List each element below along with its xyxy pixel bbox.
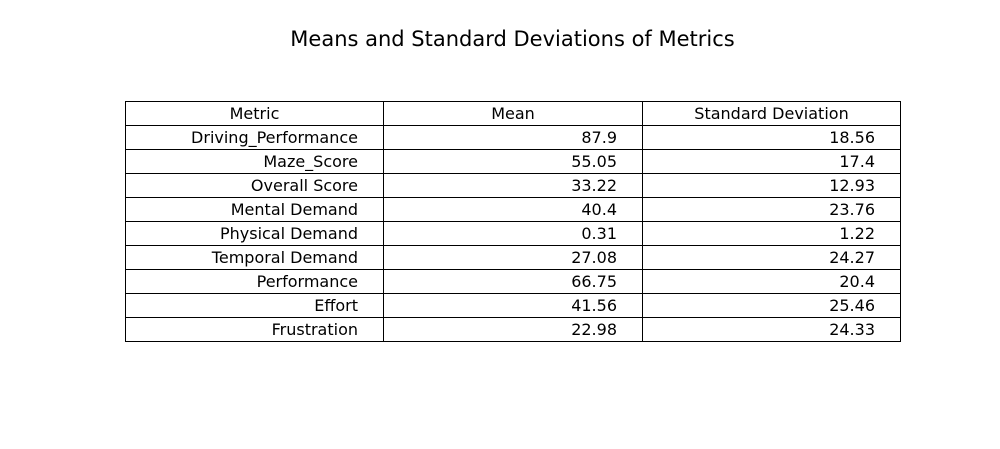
table-row: Maze_Score 55.05 17.4 xyxy=(125,149,901,174)
mean-cell: 55.05 xyxy=(383,149,643,174)
mean-cell: 66.75 xyxy=(383,269,643,294)
table-row: Overall Score 33.22 12.93 xyxy=(125,173,901,198)
mean-cell: 27.08 xyxy=(383,245,643,270)
table-row: Physical Demand 0.31 1.22 xyxy=(125,221,901,246)
mean-cell: 0.31 xyxy=(383,221,643,246)
column-header-mean: Mean xyxy=(383,101,643,126)
table-row: Frustration 22.98 24.33 xyxy=(125,317,901,342)
table-header-row: Metric Mean Standard Deviation xyxy=(125,101,901,126)
standard-deviation-cell: 17.4 xyxy=(642,149,901,174)
standard-deviation-cell: 25.46 xyxy=(642,293,901,318)
table-body: Driving_Performance 87.9 18.56 Maze_Score 55… xyxy=(125,125,901,342)
metric-cell: Effort xyxy=(125,293,384,318)
standard-deviation-cell: 24.27 xyxy=(642,245,901,270)
column-header-standard-deviation: Standard Deviation xyxy=(642,101,901,126)
mean-cell: 41.56 xyxy=(383,293,643,318)
mean-cell: 87.9 xyxy=(383,125,643,150)
mean-cell: 40.4 xyxy=(383,197,643,222)
standard-deviation-cell: 23.76 xyxy=(642,197,901,222)
metric-cell: Physical Demand xyxy=(125,221,384,246)
standard-deviation-cell: 12.93 xyxy=(642,173,901,198)
mean-cell: 33.22 xyxy=(383,173,643,198)
standard-deviation-cell: 18.56 xyxy=(642,125,901,150)
table-row: Driving_Performance 87.9 18.56 xyxy=(125,125,901,150)
metric-cell: Frustration xyxy=(125,317,384,342)
metrics-table: Metric Mean Standard Deviation Driving_P… xyxy=(125,101,901,342)
table-row: Mental Demand 40.4 23.76 xyxy=(125,197,901,222)
column-header-metric: Metric xyxy=(125,101,384,126)
table-row: Temporal Demand 27.08 24.27 xyxy=(125,245,901,270)
metric-cell: Driving_Performance xyxy=(125,125,384,150)
standard-deviation-cell: 1.22 xyxy=(642,221,901,246)
mean-cell: 22.98 xyxy=(383,317,643,342)
standard-deviation-cell: 24.33 xyxy=(642,317,901,342)
metric-cell: Mental Demand xyxy=(125,197,384,222)
metric-cell: Maze_Score xyxy=(125,149,384,174)
table-row: Performance 66.75 20.4 xyxy=(125,269,901,294)
table-row: Effort 41.56 25.46 xyxy=(125,293,901,318)
metric-cell: Performance xyxy=(125,269,384,294)
chart-title: Means and Standard Deviations of Metrics xyxy=(290,27,735,51)
standard-deviation-cell: 20.4 xyxy=(642,269,901,294)
metric-cell: Temporal Demand xyxy=(125,245,384,270)
metric-cell: Overall Score xyxy=(125,173,384,198)
